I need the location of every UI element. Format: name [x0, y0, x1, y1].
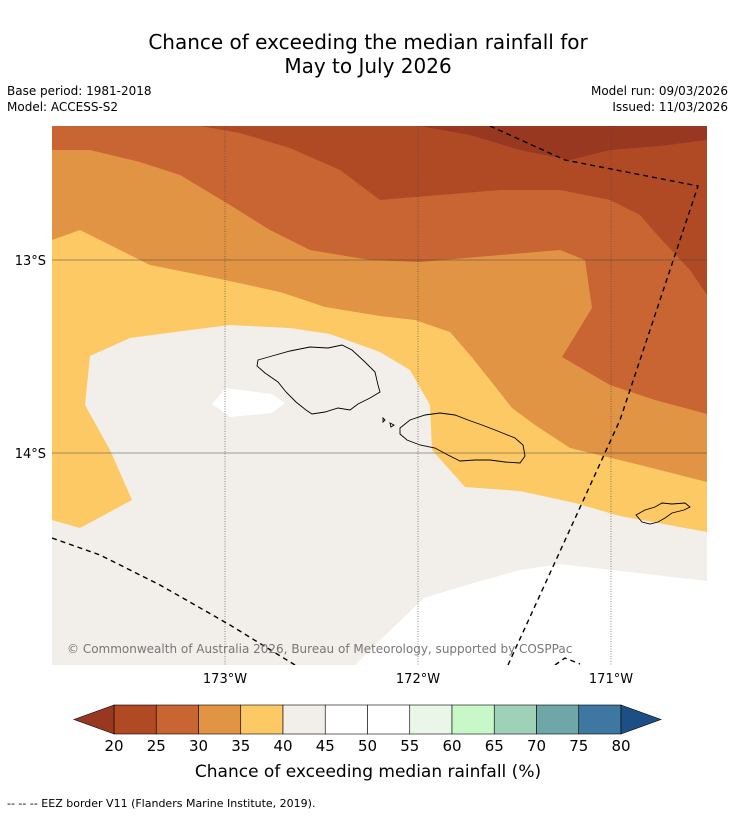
colorbar-tick-80: 80 — [611, 737, 630, 755]
colorbar-under-arrow — [73, 704, 115, 735]
colorbar-tick-60: 60 — [442, 737, 461, 755]
manono-islet — [382, 416, 386, 424]
lat-label-14s: 14°S — [15, 447, 46, 462]
colorbar-segment-75-80 — [578, 704, 622, 735]
colorbar-tick-65: 65 — [485, 737, 504, 755]
upolu-island — [399, 412, 526, 464]
region-white-pocket — [212, 388, 285, 417]
copyright-text: © Commonwealth of Australia 2026, Bureau… — [67, 642, 572, 656]
colorbar-tick-35: 35 — [231, 737, 250, 755]
eez-border-south — [52, 537, 296, 665]
colorbar-segment-55-60 — [409, 704, 453, 735]
colorbar-tick-55: 55 — [400, 737, 419, 755]
colorbar-tick-40: 40 — [273, 737, 292, 755]
colorbar-segment-30-35 — [198, 704, 242, 735]
graticule — [52, 126, 707, 665]
coastlines — [256, 344, 691, 525]
eez-border-fragment — [554, 657, 581, 665]
meta-left: Base period: 1981-2018 Model: ACCESS-S2 — [7, 83, 152, 115]
model-name: Model: ACCESS-S2 — [7, 100, 119, 114]
colorbar — [73, 704, 662, 735]
colorbar-segment-45-50 — [324, 704, 368, 735]
colorbar-tick-70: 70 — [527, 737, 546, 755]
issued-date: Issued: 11/03/2026 — [612, 100, 728, 114]
savaii-island — [256, 344, 381, 415]
region-below-20 — [420, 126, 707, 160]
colorbar-segment-60-65 — [451, 704, 495, 735]
lon-label-171w: 171°W — [589, 672, 633, 687]
colorbar-segment-65-70 — [493, 704, 537, 735]
meta-right: Model run: 09/03/2026 Issued: 11/03/2026 — [591, 83, 728, 115]
rainfall-map: © Commonwealth of Australia 2026, Bureau… — [52, 126, 707, 665]
region-20-25 — [200, 126, 707, 295]
colorbar-tick-20: 20 — [104, 737, 123, 755]
colorbar-segment-40-45 — [282, 704, 326, 735]
colorbar-tick-30: 30 — [189, 737, 208, 755]
colorbar-segment-25-30 — [155, 704, 199, 735]
tutuila-island — [635, 502, 691, 525]
title-line-2: May to July 2026 — [284, 54, 452, 78]
eez-legend-note: -- -- -- EEZ border V11 (Flanders Marine… — [7, 797, 316, 810]
colorbar-over-arrow — [620, 704, 662, 735]
colorbar-segment-20-25 — [113, 704, 157, 735]
colorbar-ticks: 20 25 30 35 40 45 50 55 60 65 70 75 80 — [104, 737, 630, 755]
colorbar-label: Chance of exceeding median rainfall (%) — [194, 762, 542, 782]
colorbar-tick-25: 25 — [147, 737, 166, 755]
region-25-30 — [52, 126, 707, 414]
colorbar-segment-50-55 — [367, 704, 411, 735]
eez-border — [52, 126, 699, 665]
colorbar-segment-70-75 — [536, 704, 580, 735]
colorbar-segment-35-40 — [240, 704, 284, 735]
map-title: Chance of exceeding the median rainfall … — [0, 30, 736, 78]
title-line-1: Chance of exceeding the median rainfall … — [148, 30, 588, 54]
colorbar-tick-75: 75 — [569, 737, 588, 755]
model-run: Model run: 09/03/2026 — [590, 84, 728, 98]
lat-label-13s: 13°S — [15, 254, 46, 269]
base-period: Base period: 1981-2018 — [7, 84, 152, 98]
eez-border-east — [489, 126, 699, 665]
colorbar-tick-50: 50 — [358, 737, 377, 755]
lon-label-173w: 173°W — [203, 672, 247, 687]
lon-label-172w: 172°W — [396, 672, 440, 687]
colorbar-tick-45: 45 — [316, 737, 335, 755]
apolima-islet — [389, 422, 395, 428]
